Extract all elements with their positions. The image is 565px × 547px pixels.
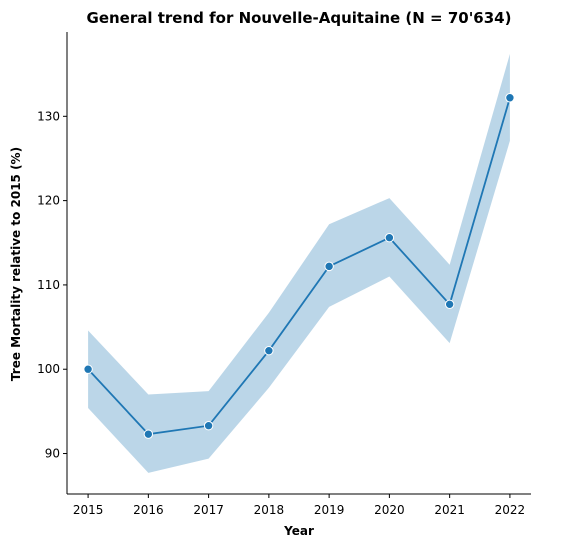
x-tick-label: 2021 [434, 503, 465, 517]
y-tick-label: 130 [37, 109, 60, 123]
x-tick-label: 2020 [374, 503, 405, 517]
y-axis-label: Tree Mortality relative to 2015 (%) [9, 147, 23, 381]
x-tick-label: 2019 [314, 503, 345, 517]
data-point-2015 [84, 365, 92, 373]
data-point-2017 [204, 422, 212, 430]
x-axis-label: Year [283, 524, 314, 538]
confidence-band-series-0 [88, 54, 510, 473]
chart-title: General trend for Nouvelle-Aquitaine (N … [87, 9, 512, 27]
y-tick-label: 110 [37, 278, 60, 292]
data-point-2018 [265, 346, 273, 354]
data-point-2021 [445, 300, 453, 308]
y-tick-label: 120 [37, 194, 60, 208]
x-tick-label: 2022 [495, 503, 526, 517]
y-tick-label: 100 [37, 362, 60, 376]
y-tick-label: 90 [45, 447, 60, 461]
y-axis-ticks: 90 100 110 120 130 [37, 109, 67, 460]
x-tick-label: 2016 [133, 503, 164, 517]
x-axis-ticks: 2015 2016 2017 2018 2019 2020 2021 2022 [73, 494, 525, 517]
plot-area [84, 54, 514, 473]
data-point-2016 [144, 430, 152, 438]
x-tick-label: 2015 [73, 503, 104, 517]
x-tick-label: 2018 [254, 503, 285, 517]
data-point-2020 [385, 234, 393, 242]
data-point-2022 [506, 94, 514, 102]
data-point-2019 [325, 262, 333, 270]
x-tick-label: 2017 [193, 503, 224, 517]
